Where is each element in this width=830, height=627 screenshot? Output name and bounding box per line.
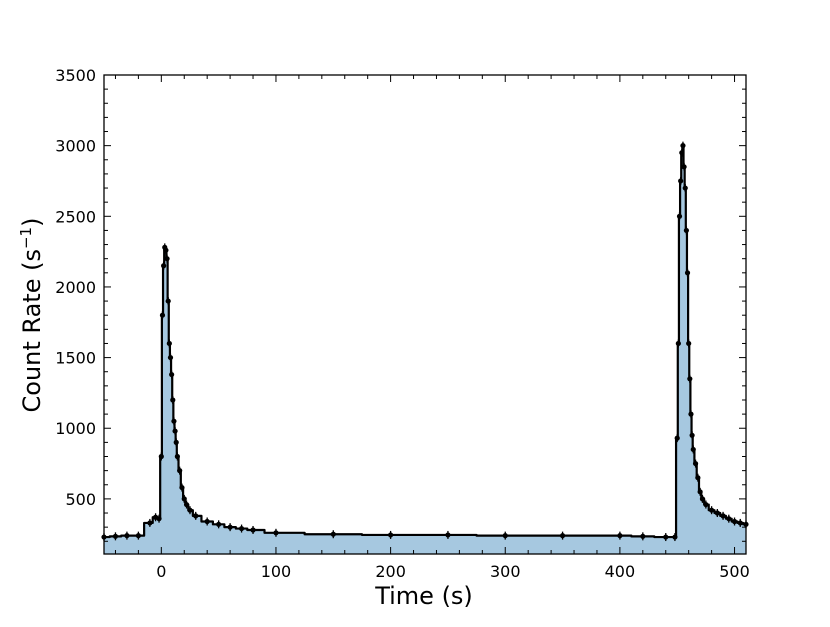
data-point xyxy=(330,531,336,537)
data-point xyxy=(273,530,279,536)
y-tick-label: 3500 xyxy=(55,66,96,85)
data-point xyxy=(187,507,193,513)
x-tick-label: 500 xyxy=(719,562,750,581)
data-point xyxy=(124,533,130,539)
data-point xyxy=(714,510,720,516)
data-point xyxy=(164,256,170,262)
y-tick-label: 3000 xyxy=(55,137,96,156)
data-point xyxy=(193,513,199,519)
data-point xyxy=(147,520,153,526)
data-point xyxy=(726,516,732,522)
data-point xyxy=(697,489,703,495)
x-tick-label: 100 xyxy=(261,562,292,581)
x-tick-label: 200 xyxy=(375,562,406,581)
data-point xyxy=(216,521,222,527)
data-point xyxy=(250,527,256,533)
data-point xyxy=(238,525,245,532)
data-point xyxy=(183,501,190,508)
data-point xyxy=(170,397,176,403)
y-axis-label-main: Count Rate (s xyxy=(18,249,46,412)
y-tick-label: 2500 xyxy=(55,207,96,226)
data-point xyxy=(640,533,646,539)
data-point xyxy=(388,532,394,538)
series-line xyxy=(104,144,746,539)
data-point xyxy=(684,270,691,276)
data-point xyxy=(683,227,689,234)
data-point xyxy=(156,516,162,522)
y-axis-label-close: ) xyxy=(18,218,46,227)
data-point xyxy=(663,534,669,540)
data-point xyxy=(181,496,187,502)
data-point xyxy=(679,150,685,156)
data-point xyxy=(681,164,687,170)
data-point xyxy=(135,533,141,539)
data-point xyxy=(720,513,726,519)
plot-frame xyxy=(103,74,747,555)
data-point xyxy=(682,185,688,191)
y-axis-label: Count Rate (s−1) xyxy=(17,218,46,413)
plot-layer xyxy=(101,141,749,554)
data-point xyxy=(672,534,678,540)
data-point xyxy=(689,432,695,438)
data-point xyxy=(731,518,738,525)
data-point xyxy=(166,340,172,347)
data-point xyxy=(617,533,623,539)
data-point xyxy=(709,507,715,513)
data-point xyxy=(676,213,683,219)
y-axis-label-superscript: −1 xyxy=(17,227,35,249)
data-point xyxy=(674,435,680,441)
data-point xyxy=(687,376,693,382)
data-point xyxy=(167,354,174,361)
data-point xyxy=(112,533,119,539)
data-point xyxy=(204,518,210,525)
data-point xyxy=(559,533,566,539)
data-point xyxy=(169,371,175,378)
axes-layer: 0 100 200 300 400 500 500 1000 1500 2000 2500 3000 3… xyxy=(55,66,750,581)
data-point xyxy=(159,312,166,318)
data-point xyxy=(688,411,694,417)
y-tick-label: 500 xyxy=(65,490,96,509)
data-point xyxy=(678,178,684,184)
data-point xyxy=(165,298,171,304)
data-point xyxy=(695,475,701,481)
data-point xyxy=(158,453,164,460)
y-tick-label: 1500 xyxy=(55,349,96,368)
data-point xyxy=(680,143,686,149)
x-tick-label: 0 xyxy=(156,562,166,581)
y-tick-label: 1000 xyxy=(55,419,96,438)
data-point xyxy=(173,439,179,445)
data-point xyxy=(174,453,180,460)
data-point xyxy=(179,484,185,491)
x-axis-label: Time (s) xyxy=(374,582,473,610)
data-point xyxy=(692,460,699,467)
data-point xyxy=(502,533,508,539)
x-tick-label: 300 xyxy=(490,562,521,581)
data-point xyxy=(177,468,183,474)
area-fill xyxy=(104,145,746,554)
data-point xyxy=(703,501,709,508)
data-point xyxy=(690,446,696,453)
data-point xyxy=(737,520,743,526)
data-point xyxy=(171,418,177,424)
data-point xyxy=(161,263,167,269)
y-tick-label: 2000 xyxy=(55,278,96,297)
data-point xyxy=(686,340,692,347)
data-point xyxy=(172,428,178,434)
data-point xyxy=(699,496,706,502)
data-point xyxy=(675,340,681,347)
data-point xyxy=(445,532,451,538)
x-tick-label: 400 xyxy=(605,562,636,581)
data-point xyxy=(227,524,233,530)
data-point xyxy=(163,247,169,253)
